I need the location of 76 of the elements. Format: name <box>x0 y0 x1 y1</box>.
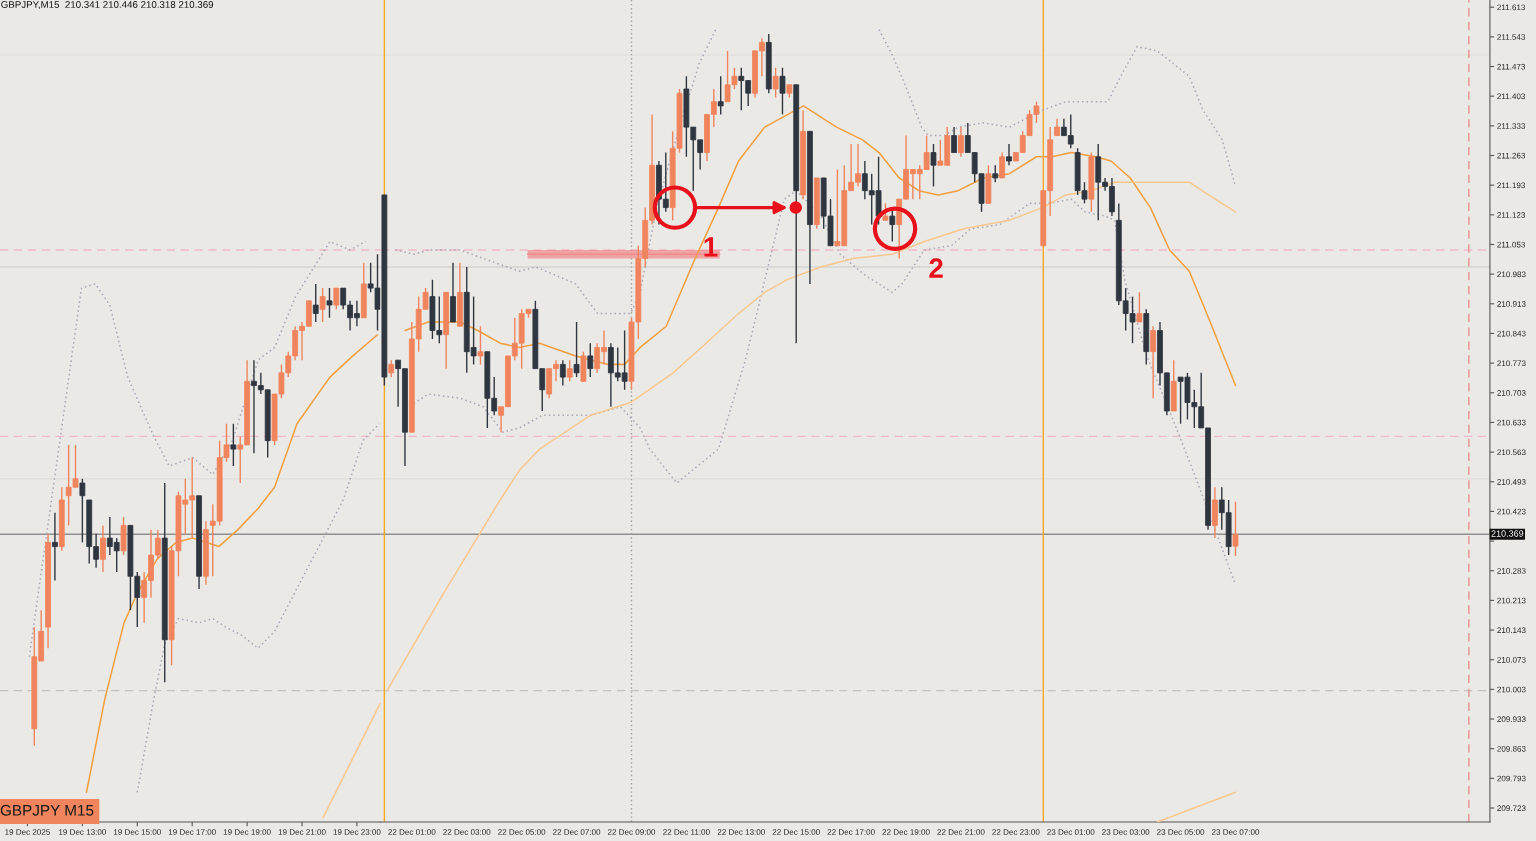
candlestick <box>930 143 937 188</box>
y-tick-label: 210.283 <box>1497 568 1526 574</box>
y-tick-label: 211.473 <box>1497 63 1526 70</box>
y-tick-label: 211.053 <box>1497 241 1526 248</box>
x-tick-label: 19 Dec 2025 <box>5 829 50 835</box>
candlestick <box>717 75 724 116</box>
y-tick-label: 210.843 <box>1497 330 1526 337</box>
x-tick-label: 23 Dec 01:00 <box>1047 829 1095 835</box>
x-tick-label: 22 Dec 03:00 <box>443 829 491 835</box>
candlestick <box>79 478 86 544</box>
x-tick-label: 23 Dec 07:00 <box>1211 829 1260 835</box>
x-tick-label: 22 Dec 05:00 <box>498 829 546 835</box>
candlestick <box>333 287 340 311</box>
y-tick-label: 210.633 <box>1497 419 1526 426</box>
x-tick-label: 22 Dec 09:00 <box>607 829 656 835</box>
y-tick-label: 211.123 <box>1497 212 1526 218</box>
candlestick <box>120 516 127 556</box>
x-tick-label: 19 Dec 17:00 <box>168 829 216 835</box>
y-tick-label: 211.403 <box>1497 93 1526 100</box>
annotation: 1 <box>704 237 718 257</box>
y-tick-label: 210.983 <box>1497 271 1526 278</box>
x-tick-label: 19 Dec 23:00 <box>333 829 381 835</box>
x-tick-label: 22 Dec 23:00 <box>992 829 1040 835</box>
candlestick <box>580 350 587 383</box>
x-tick-label: 23 Dec 03:00 <box>1102 829 1150 835</box>
x-tick-label: 22 Dec 19:00 <box>882 829 930 835</box>
candlestick <box>779 67 786 116</box>
x-tick-label: 23 Dec 05:00 <box>1157 829 1205 835</box>
y-tick-label: 209.723 <box>1497 805 1526 812</box>
x-tick-label: 19 Dec 15:00 <box>113 829 161 835</box>
y-tick-label: 210.493 <box>1497 479 1526 485</box>
x-tick-label: 22 Dec 11:00 <box>663 829 710 835</box>
candlestick <box>1232 500 1239 557</box>
chart-title: GBPJPY,M15 210.341 210.446 210.318 210.369 <box>1 1 214 10</box>
y-tick-label: 210.563 <box>1497 449 1526 456</box>
y-tick-label: 211.543 <box>1497 34 1526 40</box>
y-tick-label: 210.913 <box>1497 301 1526 307</box>
y-tick-label: 211.613 <box>1497 4 1526 11</box>
y-tick-label: 210.213 <box>1497 597 1526 604</box>
x-tick-label: 22 Dec 15:00 <box>772 829 820 835</box>
candlestick <box>985 164 992 205</box>
x-tick-label: 22 Dec 13:00 <box>717 829 765 835</box>
line-series <box>404 105 1237 387</box>
x-tick-label: 22 Dec 07:00 <box>553 829 601 835</box>
x-tick-label: 19 Dec 19:00 <box>223 829 271 835</box>
ref-line-label: 210.369 <box>1491 530 1524 537</box>
y-tick-label: 210.773 <box>1497 360 1526 367</box>
x-tick-label: 22 Dec 17:00 <box>827 829 875 835</box>
y-tick-label: 210.003 <box>1497 686 1526 693</box>
candlestick <box>477 325 484 366</box>
x-tick-label: 19 Dec 21:00 <box>278 829 326 835</box>
candlestick <box>772 67 779 99</box>
y-tick-label: 209.933 <box>1497 716 1526 723</box>
candlestick <box>587 342 594 378</box>
x-tick-label: 22 Dec 21:00 <box>937 829 985 835</box>
y-tick-label: 210.423 <box>1497 508 1526 515</box>
candlestick <box>1136 291 1143 323</box>
annotation: GBPJPY M15 <box>0 804 94 816</box>
candlestick <box>566 359 573 383</box>
y-tick-label: 209.863 <box>1497 745 1526 752</box>
y-tick-label: 210.703 <box>1497 390 1526 396</box>
y-tick-label: 210.073 <box>1497 657 1526 663</box>
line-series <box>386 181 1237 692</box>
candlestick <box>230 423 237 467</box>
y-tick-label: 211.333 <box>1497 123 1526 129</box>
candlestick <box>319 287 326 323</box>
x-tick-label: 19 Dec 13:00 <box>59 829 107 835</box>
candlestick <box>326 287 333 319</box>
y-tick-label: 209.793 <box>1497 775 1526 782</box>
annotation: 2 <box>929 258 943 278</box>
candlestick <box>573 321 580 378</box>
x-tick-label: 22 Dec 01:00 <box>388 829 436 835</box>
candlestick <box>312 283 319 323</box>
y-tick-label: 210.143 <box>1497 627 1526 634</box>
y-tick-label: 211.263 <box>1497 152 1526 159</box>
y-tick-label: 211.193 <box>1497 182 1526 189</box>
